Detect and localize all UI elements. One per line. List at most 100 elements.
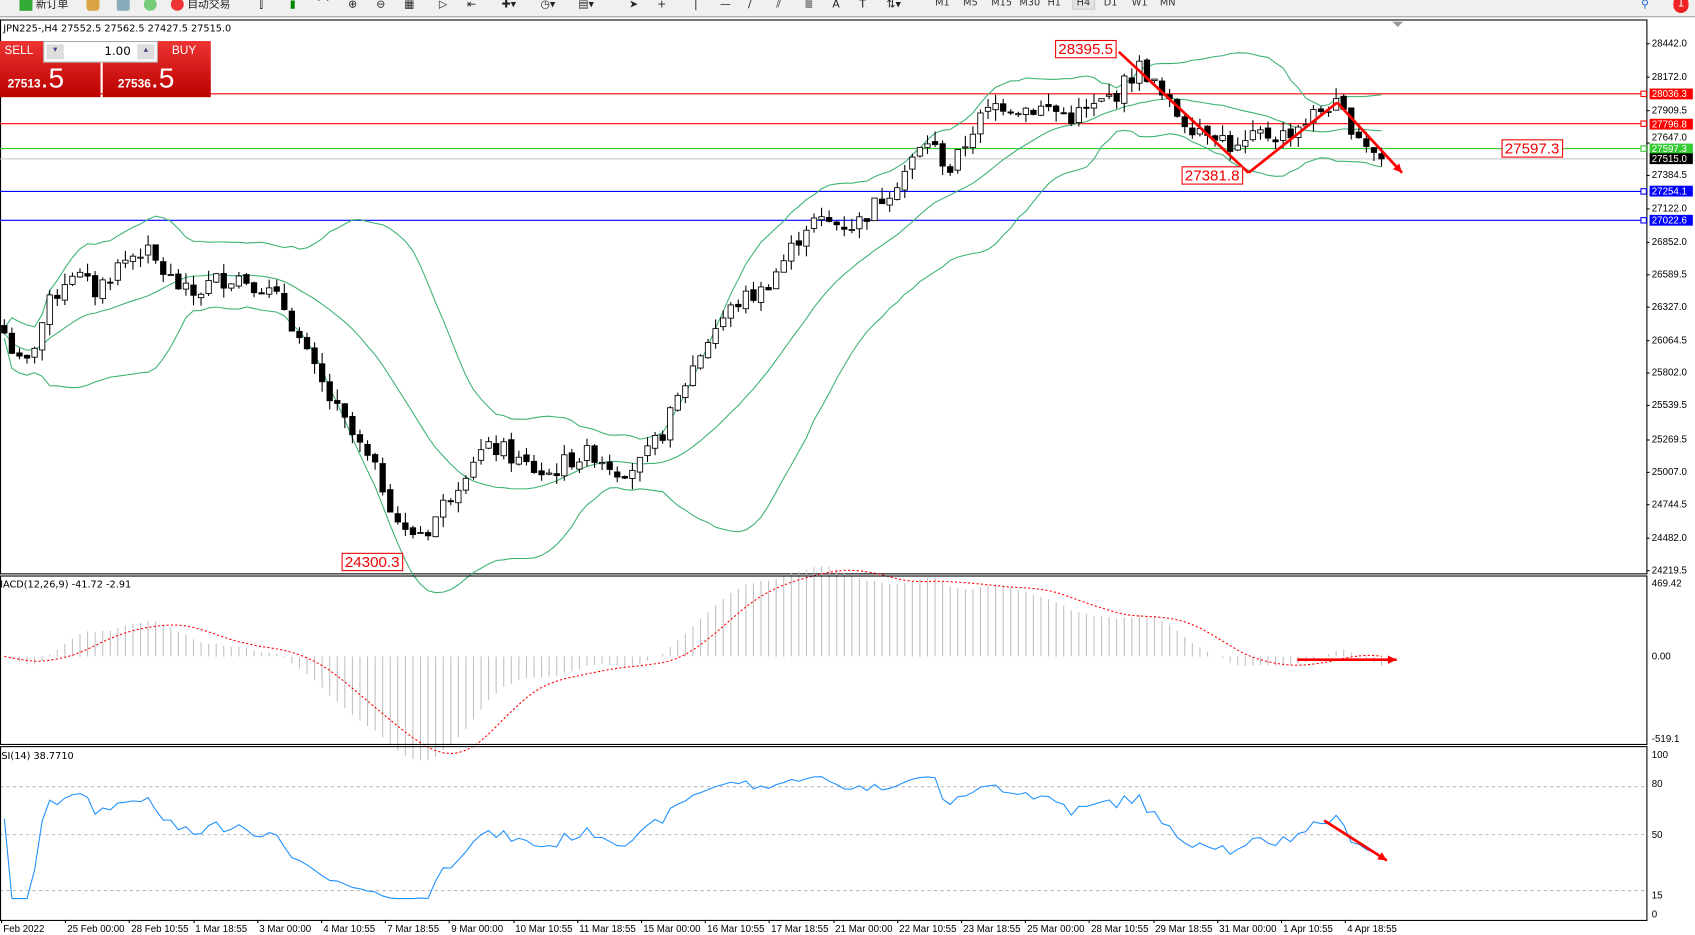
candle — [916, 146, 924, 158]
candle — [447, 498, 454, 506]
auto-trading-button[interactable]: 自动交易 — [170, 0, 230, 14]
candle — [614, 466, 621, 483]
timeframe-d1[interactable]: D1 — [1103, 0, 1118, 9]
rsi-pane[interactable] — [0, 746, 1648, 921]
timeframe-h1[interactable]: H1 — [1047, 0, 1062, 9]
price-axis-label: 25269.5 — [1651, 433, 1687, 445]
trendline-up[interactable] — [1247, 101, 1339, 174]
crosshair-icon[interactable]: + — [657, 0, 667, 11]
search-icon[interactable]: ⚲ — [1640, 0, 1649, 11]
annotation-high[interactable]: 28395.5 — [1055, 39, 1117, 59]
candle — [515, 450, 523, 466]
lot-increase-button[interactable]: ▴ — [137, 44, 155, 60]
annotation-level[interactable]: 27597.3 — [1501, 139, 1563, 158]
notification-badge[interactable]: 1 — [1673, 0, 1689, 13]
horizontal-line-icon[interactable]: — — [719, 0, 731, 11]
line-chart-icon[interactable]: ⌒ — [317, 0, 329, 11]
line-handle[interactable] — [1640, 217, 1647, 224]
autoscroll-icon[interactable]: ▷ — [438, 0, 448, 11]
timeframe-m15[interactable]: M15 — [991, 0, 1013, 9]
line-handle[interactable] — [1640, 188, 1647, 195]
candle — [568, 448, 575, 470]
text-label-icon[interactable]: T — [859, 0, 866, 11]
time-axis-label: 16 Mar 10:55 — [707, 923, 765, 934]
price-axis-tick — [1646, 339, 1650, 341]
text-icon[interactable]: A — [832, 0, 840, 11]
macd-arrow[interactable] — [1297, 655, 1397, 664]
bar-chart-icon[interactable]: ⫿ — [259, 0, 263, 11]
lot-decrease-button[interactable]: ▾ — [46, 44, 64, 60]
candle — [356, 429, 364, 453]
trendline-icon[interactable]: / — [748, 0, 752, 11]
chart-shift-marker[interactable] — [1392, 21, 1404, 27]
price-axis-tick — [1646, 109, 1650, 111]
timeframe-h4[interactable]: H4 — [1072, 0, 1095, 10]
candle — [1249, 120, 1257, 142]
candle — [1045, 93, 1052, 112]
timeframe-m30[interactable]: M30 — [1019, 0, 1041, 9]
rsi-axis-100: 100 — [1651, 749, 1669, 761]
price-axis-tick — [1646, 175, 1650, 177]
candle — [667, 406, 674, 448]
candle — [765, 284, 772, 291]
buy-price-fraction: .5 — [150, 61, 175, 94]
candle — [46, 289, 53, 336]
indicators-icon[interactable]: ✚▾ — [501, 0, 517, 11]
price-axis-tick — [1646, 274, 1650, 276]
timeframe-mn[interactable]: MN — [1159, 0, 1176, 9]
chart-shift-icon[interactable]: ⇤ — [466, 0, 477, 11]
timeframe-m5[interactable]: M5 — [963, 0, 978, 9]
annotation-low-mid[interactable]: 27381.8 — [1181, 166, 1243, 185]
candle — [424, 529, 432, 541]
candle — [129, 253, 137, 270]
timeframe-w1[interactable]: W1 — [1131, 0, 1148, 9]
new-order-button[interactable]: 新订单 — [19, 0, 68, 14]
price-tag: 27254.1 — [1649, 186, 1693, 197]
periods-icon[interactable]: ◷▾ — [540, 0, 556, 11]
rsi-arrow[interactable] — [1323, 819, 1388, 862]
line-handle[interactable] — [1640, 90, 1647, 98]
price-axis-label: 25539.5 — [1651, 399, 1687, 411]
candle — [795, 231, 802, 256]
fibonacci-icon[interactable]: ≣ — [804, 0, 814, 11]
candle — [1348, 107, 1355, 140]
candle — [1257, 125, 1264, 140]
sell-price-fraction: .5 — [40, 61, 65, 94]
market-watch-icon[interactable] — [116, 0, 130, 14]
line-handle[interactable] — [1640, 145, 1647, 152]
candle — [99, 277, 106, 304]
cursor-icon[interactable]: ➤ — [629, 0, 639, 11]
candlestick-icon[interactable]: ▮ — [289, 0, 296, 11]
time-axis-label: 31 Mar 00:00 — [1219, 923, 1277, 934]
candle — [682, 382, 689, 404]
candle — [250, 281, 258, 298]
strategy-icon[interactable] — [86, 0, 100, 14]
candle — [1219, 125, 1226, 143]
candle — [720, 310, 727, 331]
price-chart[interactable] — [0, 0, 1647, 935]
candle — [1, 319, 8, 335]
trendline-down[interactable] — [1117, 50, 1250, 174]
vertical-line-icon[interactable]: | — [694, 0, 698, 11]
line-handle[interactable] — [1640, 120, 1647, 127]
time-axis-label: 21 Mar 00:00 — [835, 923, 893, 934]
price-axis-label: 24482.0 — [1651, 531, 1687, 543]
macd-pane[interactable] — [0, 575, 1648, 745]
tile-windows-icon[interactable]: ▦ — [404, 0, 415, 11]
zoom-out-icon[interactable]: ⊖ — [376, 0, 386, 11]
time-axis-tick — [577, 919, 579, 924]
candle — [197, 292, 205, 306]
zoom-in-icon[interactable]: ⊕ — [348, 0, 358, 11]
price-arrow[interactable] — [1336, 101, 1404, 174]
timeframe-m1[interactable]: M1 — [935, 0, 950, 9]
channel-icon[interactable]: ⫽ — [776, 0, 781, 11]
annotation-low[interactable]: 24300.3 — [341, 552, 403, 572]
candle — [122, 250, 129, 269]
buy-button[interactable]: BUY 27536.5 — [102, 41, 211, 98]
lot-size-input[interactable]: ▾ 1.00 ▴ — [43, 41, 158, 63]
signal-icon[interactable] — [143, 0, 157, 14]
arrows-icon[interactable]: ⇅▾ — [886, 0, 901, 11]
candle — [311, 342, 318, 374]
time-axis-label: 17 Mar 18:55 — [771, 923, 829, 934]
templates-icon[interactable]: ▤▾ — [578, 0, 594, 11]
